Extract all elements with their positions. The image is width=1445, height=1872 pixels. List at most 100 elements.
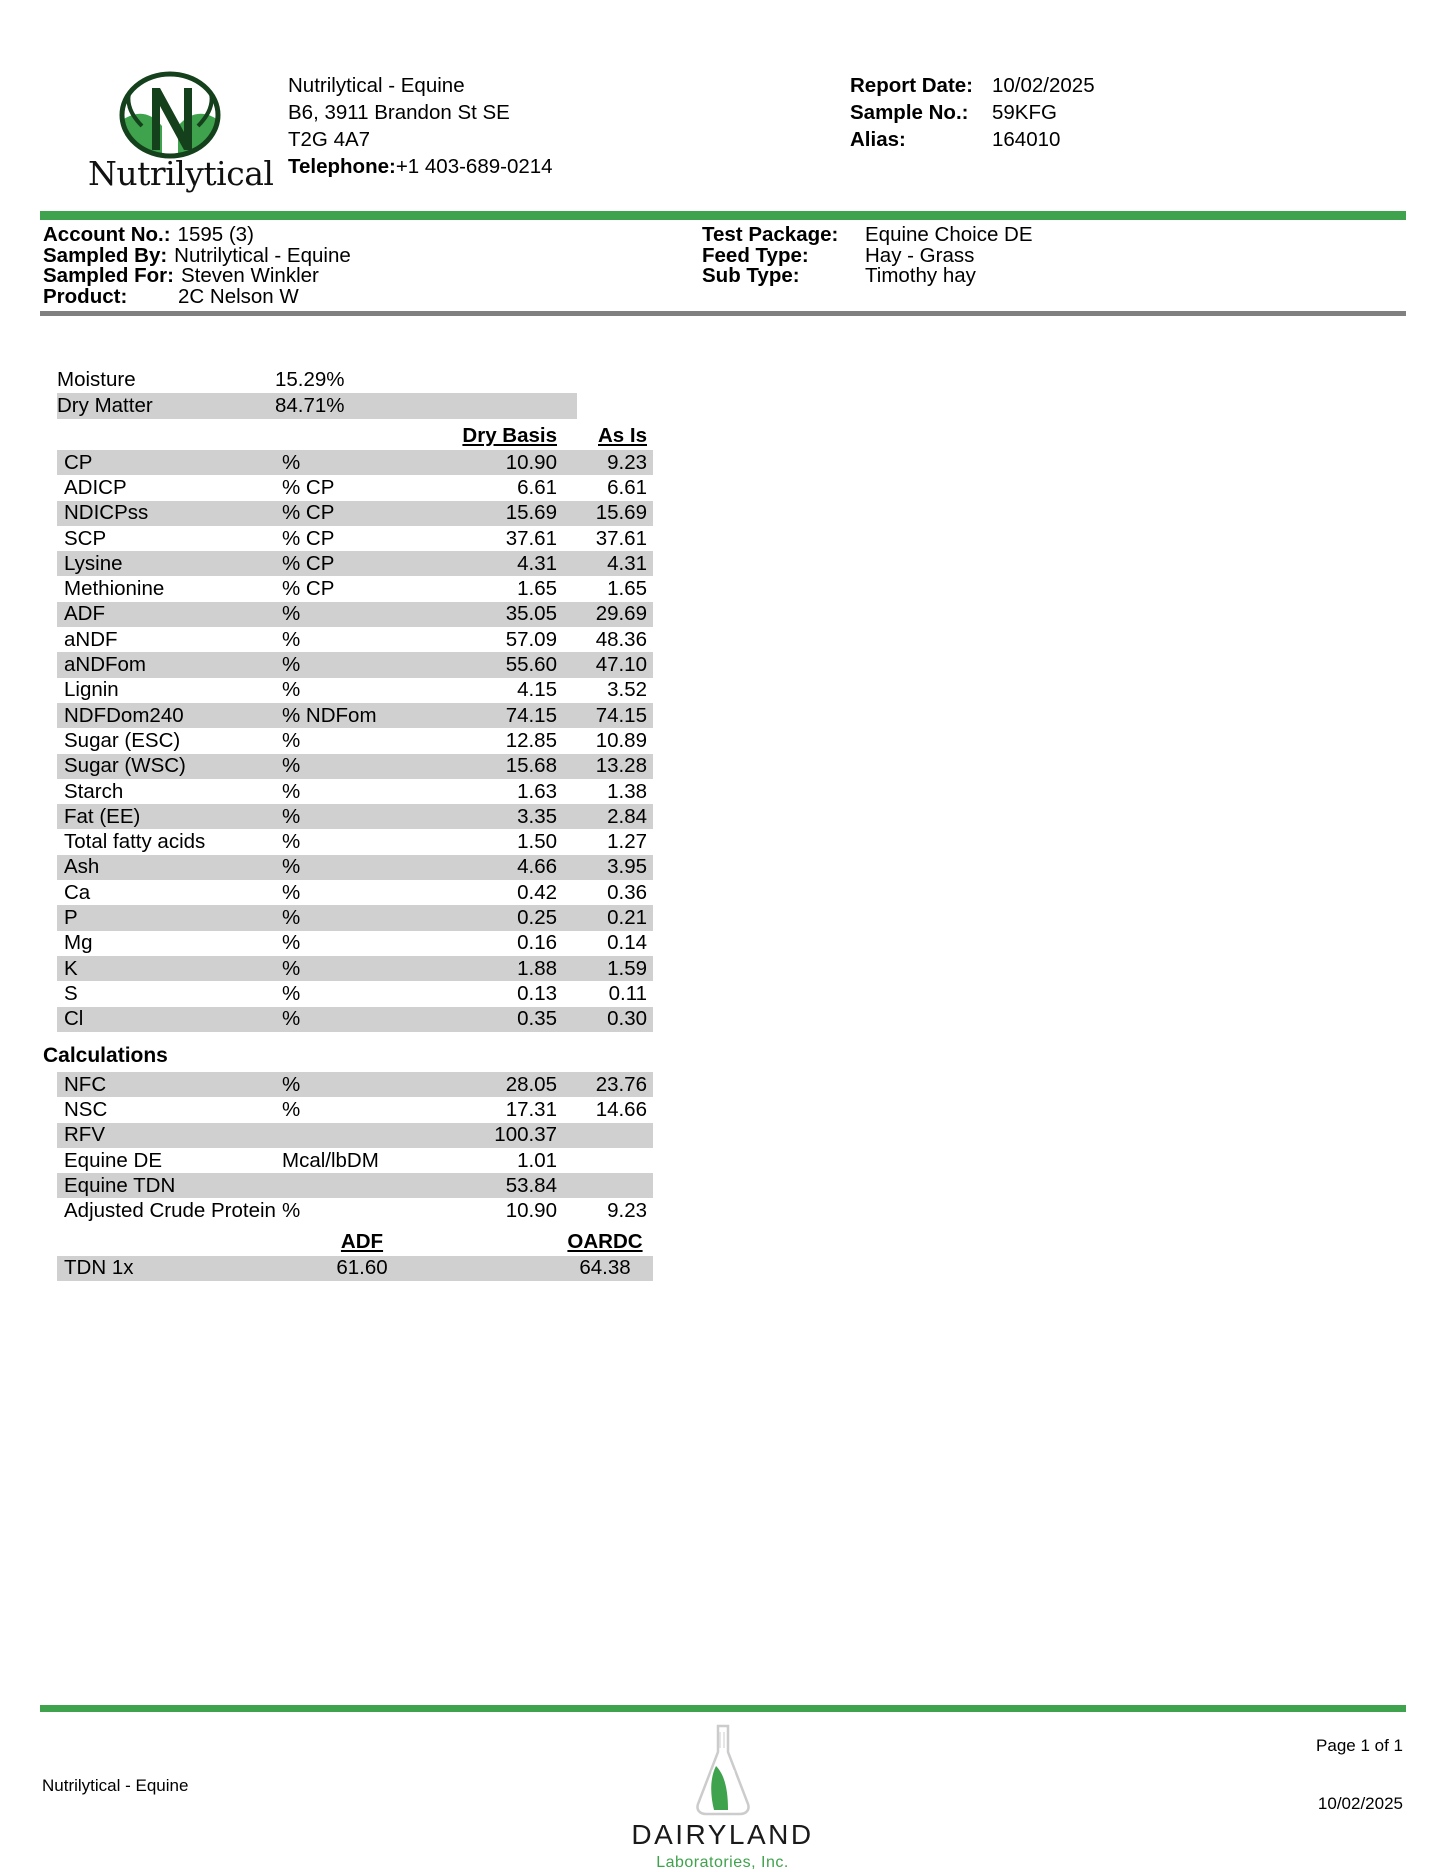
row-as-is-value: 0.14 xyxy=(607,931,647,955)
row-as-is-value: 0.36 xyxy=(607,880,647,904)
table-row: Ca% 0.42 0.36 xyxy=(57,880,653,905)
lab-postal: T2G 4A7 xyxy=(288,128,371,151)
table-row: NDFDom240 % NDFom 74.15 74.15 xyxy=(57,702,653,729)
sampled-for-value: Steven Winkler xyxy=(181,264,319,288)
row-label: Lignin xyxy=(64,678,119,702)
row-dry-basis-value: 4.66 xyxy=(517,855,557,879)
telephone-label: Telephone: xyxy=(288,155,396,178)
table-row: ADICP % CP 6.61 6.61 xyxy=(57,475,653,500)
row-unit: Mcal/lbDM xyxy=(282,1148,379,1172)
test-package-value: Equine Choice DE xyxy=(865,223,1033,246)
row-unit: % CP xyxy=(282,475,335,499)
row-label: Ca xyxy=(64,880,91,904)
row-label: Equine DE xyxy=(64,1148,163,1172)
row-dry-basis-value: 1.63 xyxy=(517,779,557,803)
flask-icon xyxy=(695,1724,750,1816)
sampled-for-label: Sampled For: xyxy=(43,264,174,288)
row-label: NSC xyxy=(64,1097,108,1121)
row-as-is-value: 1.59 xyxy=(607,956,647,980)
row-dry-basis-value: 100.37 xyxy=(494,1123,557,1147)
product-value: 2C Nelson W xyxy=(178,285,299,309)
feed-type-row: Feed Type: Hay - Grass xyxy=(702,243,1033,267)
row-label: ADF xyxy=(64,602,105,626)
table-row: Ash% 4.66 3.95 xyxy=(57,854,653,881)
row-dry-basis-value: 0.16 xyxy=(517,931,557,955)
row-label: RFV xyxy=(64,1123,105,1147)
row-dry-basis-value: 1.01 xyxy=(517,1148,557,1172)
row-label: Equine TDN xyxy=(64,1173,176,1197)
sub-type-value: Timothy hay xyxy=(865,264,976,288)
row-label: Methionine xyxy=(64,577,165,601)
feed-type-label: Feed Type: xyxy=(702,243,809,267)
row-value: 15.29% xyxy=(275,368,345,391)
row-unit xyxy=(282,1123,442,1148)
meta-row-report-date: Report Date: 10/02/2025 xyxy=(850,72,1095,99)
header-spacer xyxy=(282,418,442,450)
calculations-table-body: NFC% 28.05 23.76 NSC% 17.31 14.66 RFV 100.37 Equ… xyxy=(57,1072,653,1282)
row-as-is-value: 48.36 xyxy=(595,627,647,651)
table-row: Sugar (WSC)% 15.68 13.28 xyxy=(57,753,653,779)
sample-no-label: Sample No.: xyxy=(850,101,969,124)
table-row: NFC% 28.05 23.76 xyxy=(57,1072,653,1098)
header-spacer xyxy=(57,418,282,450)
row-label: Fat (EE) xyxy=(64,804,141,828)
row-as-is-value: 2.84 xyxy=(607,804,647,828)
row-dry-basis-value: 53.84 xyxy=(505,1173,557,1197)
row-unit: % xyxy=(282,678,301,702)
row-as-is-value: 23.76 xyxy=(595,1072,647,1096)
row-dry-basis-value: 1.88 xyxy=(517,956,557,980)
report-date-label: Report Date: xyxy=(850,74,974,97)
row-label: ADICP xyxy=(64,475,127,499)
row-dry-basis-value: 17.31 xyxy=(505,1097,557,1121)
row-dry-basis-value: 37.61 xyxy=(505,526,557,550)
row-unit: % xyxy=(282,779,301,803)
table-row: CP% 10.90 9.23 xyxy=(57,450,653,476)
row-label: CP xyxy=(64,450,93,474)
row-as-is-value xyxy=(563,1123,653,1148)
lab-street: B6, 3911 Brandon St SE xyxy=(288,101,510,124)
row-label: Dry Matter xyxy=(57,394,153,417)
row-unit: % xyxy=(282,981,301,1005)
meta-row-sample-no: Sample No.: 59KFG xyxy=(850,99,1095,126)
row-value: 84.71% xyxy=(275,394,345,417)
feed-type-value: Hay - Grass xyxy=(865,243,975,267)
table-row: Lignin% 4.15 3.52 xyxy=(57,678,653,703)
sampled-for-row: Sampled For: Steven Winkler xyxy=(43,266,351,287)
row-label: TDN 1x xyxy=(64,1256,134,1280)
nutrilytical-logo: Nutrilytical xyxy=(88,70,278,195)
row-unit: % xyxy=(282,830,301,854)
row-unit: % xyxy=(282,905,301,929)
row-dry-basis-value: 57.09 xyxy=(505,627,557,651)
row-unit: % xyxy=(282,1072,301,1096)
row-unit: % xyxy=(282,728,301,752)
moisture-table-body: Moisture 15.29% Dry Matter 84.71% xyxy=(57,367,577,419)
row-unit: % xyxy=(282,1097,301,1121)
alias-label: Alias: xyxy=(850,128,906,151)
table-row: K% 1.88 1.59 xyxy=(57,955,653,982)
row-dry-basis-value: 4.31 xyxy=(517,551,557,575)
account-no-value: 1595 (3) xyxy=(177,223,254,246)
row-as-is-value: 0.30 xyxy=(607,1007,647,1031)
report-header: Nutrilytical Nutrilytical - Equine B6, 3… xyxy=(0,0,1445,200)
table-row: RFV 100.37 xyxy=(57,1122,653,1148)
row-as-is-value: 1.65 xyxy=(607,577,647,601)
telephone-value: +1 403-689-0214 xyxy=(395,155,553,178)
table-row: Adjusted Crude Protein% 10.90 9.23 xyxy=(57,1198,653,1223)
row-label: aNDFom xyxy=(64,653,147,677)
table-row: S% 0.13 0.11 xyxy=(57,981,653,1006)
row-as-is-value: 10.89 xyxy=(595,728,647,752)
table-row: Equine TDN 53.84 xyxy=(57,1173,653,1199)
account-no-row: Account No.: 1595 (3) xyxy=(43,223,351,246)
row-dry-basis-value: 15.69 xyxy=(505,501,557,525)
row-dry-basis-value: 0.35 xyxy=(517,1007,557,1031)
header-as-is: As Is xyxy=(598,424,647,447)
report-meta-block: Report Date: 10/02/2025 Sample No.: 59KF… xyxy=(850,72,1095,153)
row-as-is-value: 9.23 xyxy=(607,1199,647,1223)
row-label: Adjusted Crude Protein xyxy=(64,1199,276,1223)
row-as-is-value: 1.38 xyxy=(607,779,647,803)
dairyland-subtitle: Laboratories, Inc. xyxy=(656,1854,789,1871)
product-row: Product: 2C Nelson W xyxy=(43,285,351,309)
sampled-by-row: Sampled By: Nutrilytical - Equine xyxy=(43,245,351,267)
row-label: Ash xyxy=(64,855,100,879)
footer-right-block: Page 1 of 1 10/02/2025 xyxy=(1316,1736,1403,1814)
